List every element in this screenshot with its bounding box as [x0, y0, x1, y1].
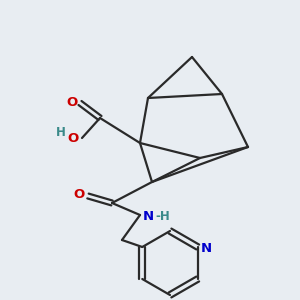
Text: O: O — [68, 133, 79, 146]
Text: H: H — [56, 125, 66, 139]
Text: O: O — [66, 95, 78, 109]
Text: -H: -H — [156, 209, 170, 223]
Text: N: N — [142, 209, 154, 223]
Text: O: O — [74, 188, 85, 202]
Text: N: N — [201, 242, 212, 254]
